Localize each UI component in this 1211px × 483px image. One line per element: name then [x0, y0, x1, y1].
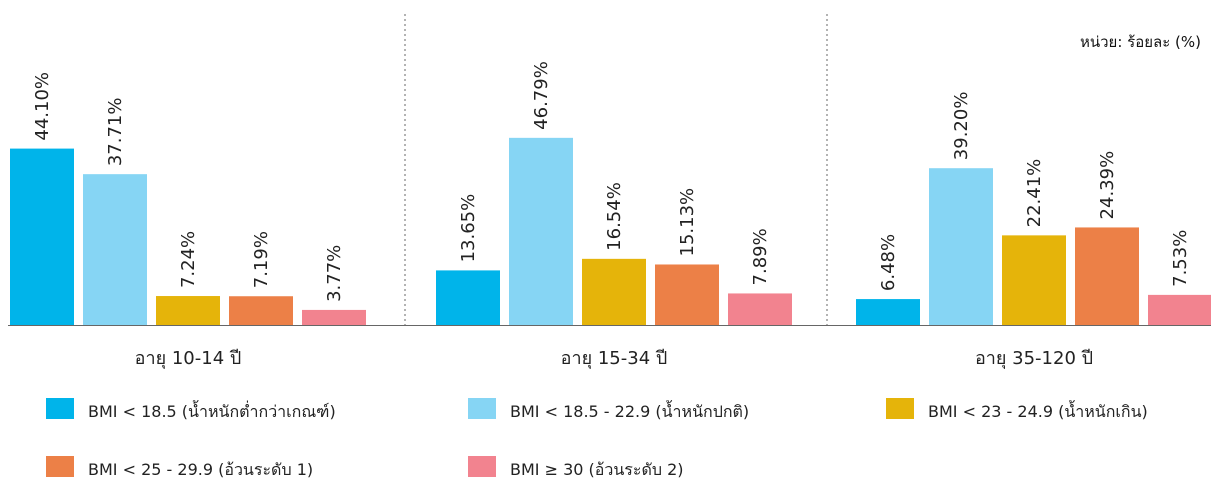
bar-2-1 — [436, 270, 500, 325]
bar-2-3 — [582, 258, 646, 325]
category-label-1: อายุ 10-14 ปี — [135, 348, 242, 369]
data-label-3-4: 24.39% — [1097, 151, 1118, 220]
bar-3-4 — [1075, 227, 1139, 325]
bmi-bar-chart: 44.10% 37.71% 7.24% 7.19% 3.77% อายุ 10-14 ปี… — [8, 14, 1211, 479]
category-label-2: อายุ 15-34 ปี — [561, 348, 668, 369]
bar-1-1 — [10, 148, 74, 325]
data-label-1-3: 7.24% — [178, 231, 199, 288]
data-label-2-4: 15.13% — [677, 188, 698, 257]
data-label-1-5: 3.77% — [324, 245, 345, 302]
bar-3-1 — [856, 299, 920, 325]
data-label-3-2: 39.20% — [951, 92, 972, 161]
data-label-1-1: 44.10% — [32, 72, 53, 141]
data-label-3-1: 6.48% — [878, 234, 899, 291]
data-label-1-4: 7.19% — [251, 231, 272, 288]
category-label-3: อายุ 35-120 ปี — [975, 348, 1093, 369]
data-label-2-2: 46.79% — [531, 61, 552, 130]
bar-3-3 — [1002, 235, 1066, 325]
data-label-2-3: 16.54% — [604, 182, 625, 251]
bar-1-2 — [83, 174, 147, 325]
bar-3-2 — [929, 168, 993, 325]
bar-1-4 — [229, 296, 293, 325]
bar-1-3 — [156, 296, 220, 325]
bar-1-5 — [302, 309, 366, 325]
bar-3-5 — [1148, 294, 1211, 325]
data-label-3-3: 22.41% — [1024, 159, 1045, 228]
data-label-1-2: 37.71% — [105, 98, 126, 167]
unit-label: หน่วย: ร้อยละ (%) — [1079, 33, 1201, 51]
data-label-3-5: 7.53% — [1170, 230, 1191, 287]
bar-2-4 — [655, 264, 719, 325]
bar-2-5 — [728, 293, 792, 325]
data-label-2-5: 7.89% — [750, 228, 771, 285]
data-label-2-1: 13.65% — [458, 194, 479, 263]
chart-svg: 44.10% 37.71% 7.24% 7.19% 3.77% อายุ 10-14 ปี… — [8, 14, 1211, 369]
bar-2-2 — [509, 137, 573, 325]
